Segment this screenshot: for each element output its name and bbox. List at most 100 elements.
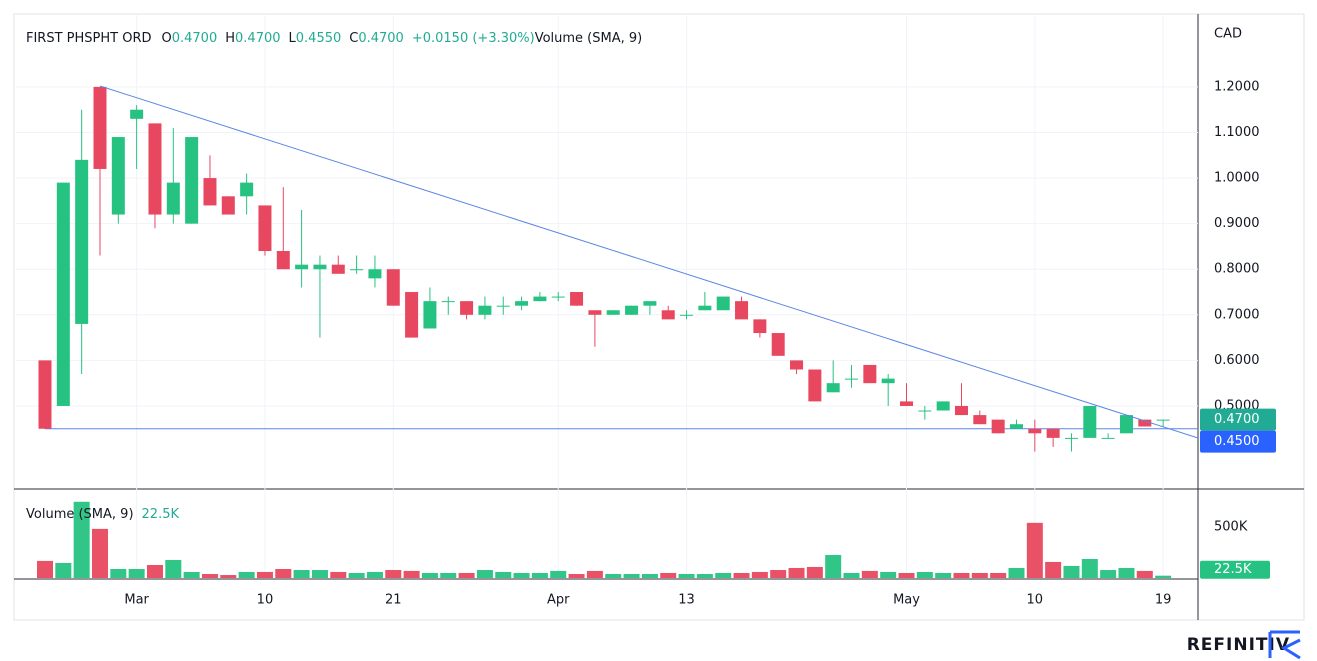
candle-body bbox=[56, 182, 70, 406]
legend-value: 0.4700 bbox=[172, 31, 218, 46]
candle-body bbox=[1083, 405, 1097, 438]
candle-body bbox=[991, 419, 1005, 434]
candle-body bbox=[75, 159, 89, 324]
volume-bar bbox=[770, 570, 787, 578]
candle-body bbox=[698, 305, 712, 311]
candle-body bbox=[570, 292, 584, 306]
candle-body bbox=[38, 360, 52, 429]
candle-body bbox=[130, 109, 144, 119]
volume-bar bbox=[73, 501, 90, 578]
volume-bar bbox=[880, 571, 897, 578]
volume-bar bbox=[733, 572, 750, 578]
candle-body bbox=[478, 305, 492, 315]
volume-bar bbox=[1026, 522, 1043, 578]
candle-body bbox=[1156, 419, 1170, 421]
volume-bar bbox=[275, 568, 292, 578]
candle-body bbox=[1119, 415, 1133, 434]
candle-body bbox=[350, 269, 364, 271]
y-tick-label: 0.9000 bbox=[1214, 216, 1260, 231]
volume-bar bbox=[220, 575, 237, 578]
candle-body bbox=[771, 333, 785, 356]
candle-body bbox=[973, 415, 987, 425]
candle-body bbox=[148, 123, 162, 215]
price-badge-label: 0.4500 bbox=[1214, 434, 1260, 449]
marks bbox=[37, 86, 1198, 578]
x-tick-label: Mar bbox=[124, 593, 149, 608]
legend-name: FIRST PHSPHT ORD bbox=[26, 31, 152, 46]
candle-body bbox=[1009, 424, 1023, 429]
currency: CAD bbox=[1214, 27, 1242, 42]
candle-body bbox=[1064, 437, 1078, 439]
brand: REFINITIV bbox=[1187, 635, 1290, 655]
volume-bar bbox=[568, 574, 585, 578]
candle-body bbox=[900, 401, 914, 406]
x-tick-label: 19 bbox=[1155, 593, 1172, 608]
volume-bar bbox=[1136, 570, 1153, 578]
frame bbox=[13, 13, 1305, 621]
x-tick-label: 10 bbox=[257, 593, 274, 608]
candle-body bbox=[955, 405, 968, 416]
volume-bar bbox=[916, 571, 933, 578]
volume-bar bbox=[421, 572, 438, 578]
candle-body bbox=[368, 269, 382, 279]
volume-bar bbox=[440, 572, 457, 578]
volume-bar bbox=[953, 572, 970, 578]
volume-bar bbox=[55, 562, 72, 578]
legend-value: 0.4700 bbox=[358, 31, 404, 46]
x-tick-label: 13 bbox=[678, 593, 695, 608]
price-badge bbox=[1200, 430, 1276, 453]
volume-bar bbox=[586, 570, 603, 578]
volume-bar bbox=[348, 572, 365, 578]
legend-key: H bbox=[225, 31, 235, 46]
candle-body bbox=[258, 205, 272, 251]
legend: FIRST PHSPHT ORD O0.4700 H0.4700 L0.4550 C0.… bbox=[26, 31, 642, 46]
x-tick-label: 10 bbox=[1027, 593, 1044, 608]
volume-bar bbox=[715, 572, 732, 578]
candle-body bbox=[460, 301, 474, 315]
y-tick-label: 0.7000 bbox=[1214, 307, 1260, 322]
candle-body bbox=[515, 301, 529, 306]
volume-bar bbox=[806, 566, 823, 578]
volume-badge bbox=[1200, 560, 1270, 579]
candle-body bbox=[643, 301, 657, 306]
candle-body bbox=[423, 301, 437, 329]
volume-bar bbox=[696, 574, 713, 578]
candle-body bbox=[221, 196, 235, 215]
y-tick-label: 1.1000 bbox=[1214, 125, 1260, 140]
price-badge-label: 0.4700 bbox=[1214, 412, 1260, 427]
volume-bar bbox=[1008, 567, 1025, 578]
candle-body bbox=[240, 182, 254, 197]
candle-body bbox=[863, 364, 877, 384]
volume-bar bbox=[550, 570, 567, 578]
x-tick-label: Apr bbox=[547, 593, 570, 608]
candle-body bbox=[790, 360, 804, 370]
candle-body bbox=[386, 269, 400, 306]
volume-bar bbox=[183, 571, 200, 578]
candle-body bbox=[93, 86, 107, 169]
x-tick-label: May bbox=[893, 593, 920, 608]
volume-bar bbox=[256, 571, 273, 578]
volume-bar bbox=[660, 572, 677, 578]
volume-bar bbox=[1063, 565, 1080, 578]
volume-bar bbox=[898, 572, 915, 578]
volume-bar bbox=[238, 571, 255, 578]
candle-body bbox=[1101, 437, 1115, 439]
candle-body bbox=[203, 178, 217, 206]
labels: Mar 10 21 Apr 13 May 10 190.50000.60000.70000.8… bbox=[26, 31, 1276, 608]
volume-bar bbox=[678, 574, 695, 578]
candle-body bbox=[918, 410, 932, 412]
volume-bar bbox=[1100, 570, 1117, 578]
volume-bar bbox=[971, 572, 988, 578]
candle-body bbox=[588, 310, 602, 315]
volume-bar bbox=[458, 572, 475, 578]
volume-bar bbox=[623, 574, 640, 578]
volume-bar bbox=[165, 559, 182, 578]
volume-bar bbox=[128, 568, 145, 578]
y-tick-label: 0.8000 bbox=[1214, 262, 1260, 277]
legend-value: 0.4550 bbox=[296, 31, 342, 46]
volume-bar bbox=[311, 570, 328, 578]
volume-bar bbox=[476, 570, 493, 578]
volume-tick-label: 500K bbox=[1214, 519, 1248, 534]
volume-bar bbox=[146, 565, 163, 578]
volume-bar bbox=[91, 528, 108, 578]
